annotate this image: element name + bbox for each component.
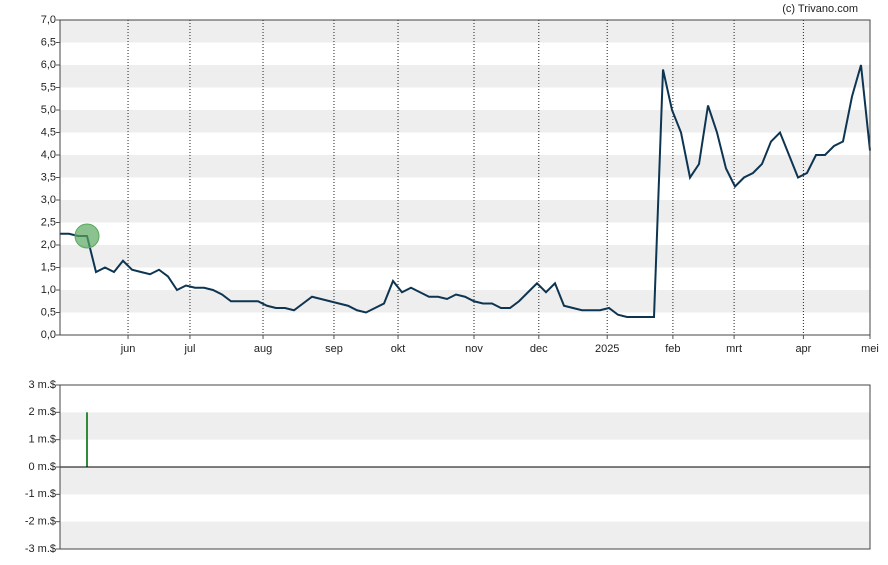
y-tick-label: 6,0 [41,59,56,71]
y-tick-label: 2,5 [41,216,56,228]
y-tick-label: 3 m.$ [28,379,56,391]
y-tick-label: 3,5 [41,171,56,183]
band [60,521,870,549]
x-tick-label: jul [183,343,195,355]
x-tick-label: sep [325,343,343,355]
y-tick-label: 0,0 [41,329,56,341]
x-tick-label: apr [795,343,811,355]
band [60,290,870,313]
y-tick-label: 0,5 [41,306,56,318]
plot-frame [59,384,871,550]
y-tick-label: 1 m.$ [28,434,56,446]
band [60,155,870,178]
highlight-marker [74,223,100,249]
credit: (c) Trivano.com [782,3,858,15]
band [60,110,870,133]
x-tick-label: feb [665,343,680,355]
y-tick-label: 4,5 [41,126,56,138]
y-tick-label: 5,0 [41,104,56,116]
y-tick-label: 5,5 [41,81,56,93]
y-tick-label: 1,5 [41,261,56,273]
band [60,245,870,268]
y-tick-label: 4,0 [41,149,56,161]
plot-frame [59,19,871,336]
band [60,65,870,88]
x-tick-label: mrt [726,343,742,355]
y-tick-label: 2,0 [41,239,56,251]
band [60,200,870,223]
y-tick-label: 1,0 [41,284,56,296]
bar [86,412,88,467]
x-tick-label: okt [391,343,406,355]
price-line [60,64,871,318]
band [60,467,870,495]
x-tick-label: dec [530,343,548,355]
x-tick-label: aug [254,343,272,355]
x-tick-label: 2025 [595,343,619,355]
y-tick-label: -1 m.$ [25,488,56,500]
y-tick-label: 6,5 [41,36,56,48]
y-tick-label: 3,0 [41,194,56,206]
y-tick-label: 0 m.$ [28,461,56,473]
y-tick-label: -2 m.$ [25,516,56,528]
band [60,20,870,43]
y-tick-label: 7,0 [41,14,56,26]
x-tick-label: mei [861,343,879,355]
y-tick-label: 2 m.$ [28,406,56,418]
y-tick-label: -3 m.$ [25,543,56,555]
band [60,412,870,440]
x-tick-label: jun [120,343,136,355]
x-tick-label: nov [465,343,483,355]
